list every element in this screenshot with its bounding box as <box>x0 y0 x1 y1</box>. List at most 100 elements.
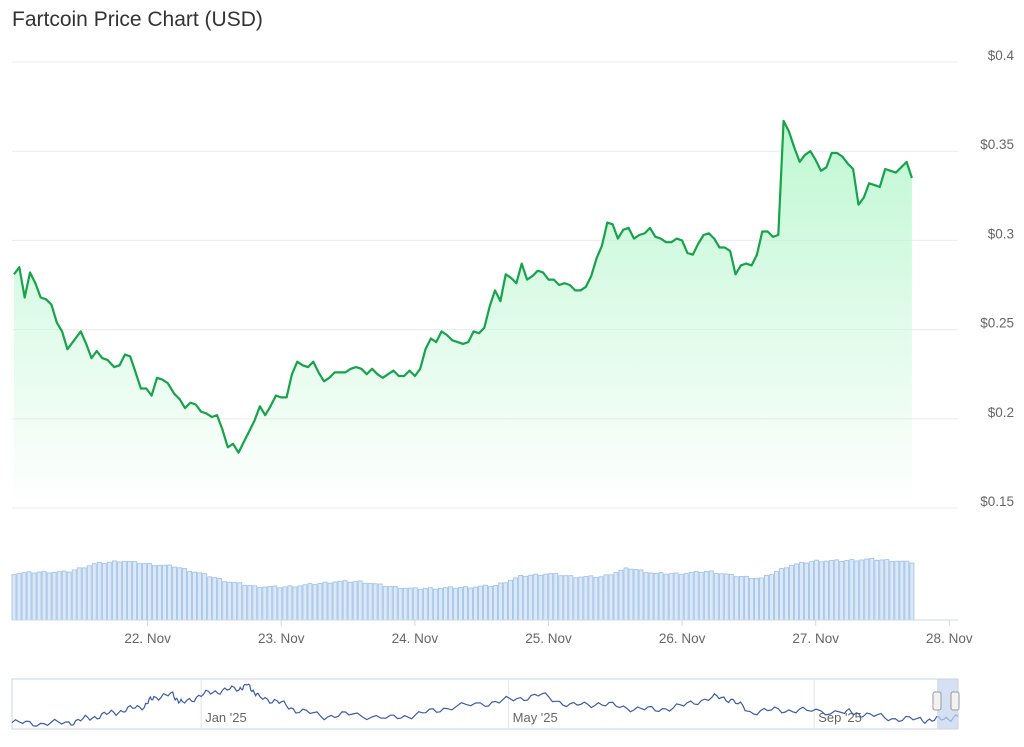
navigator-selection[interactable] <box>937 679 958 729</box>
x-tick-label: 26. Nov <box>659 631 706 646</box>
volume-bar <box>769 574 774 621</box>
volume-bar <box>262 586 268 621</box>
volume-bar <box>819 561 825 621</box>
volume-bar <box>683 573 689 621</box>
volume-bar <box>377 583 383 621</box>
navigator-x-labels: Jan '25 May '25 Sep '25 <box>200 679 862 729</box>
volume-bar <box>86 565 92 621</box>
volume-bar <box>66 571 72 621</box>
volume-bar <box>463 586 468 621</box>
volume-bar <box>759 577 764 621</box>
volume-bar <box>733 576 739 621</box>
navigator-tick-label: May '25 <box>513 710 558 725</box>
volume-bar <box>779 568 784 621</box>
volume-bar <box>613 572 619 621</box>
y-tick-label: $0.25 <box>980 316 1014 331</box>
volume-bar <box>31 572 37 621</box>
volume-bar <box>453 587 458 621</box>
volume-bar <box>678 574 684 621</box>
x-tick-label: 23. Nov <box>258 631 305 646</box>
volume-bar <box>367 583 373 621</box>
volume-bar <box>277 587 283 621</box>
volume-bar <box>448 586 453 621</box>
volume-bar <box>121 561 127 621</box>
volume-bar <box>172 566 177 621</box>
volume-bar <box>197 572 203 621</box>
volume-bar <box>332 581 338 621</box>
volume-bar <box>623 567 629 621</box>
navigator[interactable]: Jan '25 May '25 Sep '25 <box>11 678 960 730</box>
volume-bar <box>347 581 353 621</box>
volume-bar <box>287 585 293 621</box>
y-tick-label: $0.15 <box>980 494 1014 509</box>
navigator-line <box>11 683 959 727</box>
price-area <box>14 120 912 509</box>
y-tick-label: $0.2 <box>988 405 1014 420</box>
volume-bar <box>723 573 729 621</box>
y-tick-label: $0.4 <box>988 48 1015 63</box>
volume-bar <box>327 582 333 621</box>
volume-bar <box>503 582 508 621</box>
volume-bar <box>638 569 644 621</box>
volume-bar <box>483 584 488 621</box>
volume-bar <box>322 581 328 621</box>
volume-bar <box>889 561 895 621</box>
volume-bar <box>628 568 634 621</box>
volume-bar <box>543 573 549 621</box>
volume-bar <box>312 584 318 621</box>
volume-bar <box>608 574 614 621</box>
volume-bar <box>71 569 77 621</box>
volume-bar <box>488 586 493 621</box>
volume-bar <box>297 585 303 621</box>
volume-bar <box>442 587 448 621</box>
volume-bar <box>879 559 885 621</box>
volume-bar <box>854 560 860 621</box>
y-axis-labels: $0.4 $0.35 $0.3 $0.25 $0.2 $0.15 <box>980 48 1014 509</box>
volume-bar <box>538 574 544 621</box>
volume-bar <box>382 586 388 621</box>
chart-title: Fartcoin Price Chart (USD) <box>12 8 263 31</box>
volume-bar <box>11 574 17 621</box>
volume-bars <box>11 557 958 621</box>
volume-bar <box>508 579 514 621</box>
volume-bar <box>754 577 759 621</box>
volume-bar <box>743 575 749 621</box>
volume-bar <box>718 573 724 621</box>
volume-bar <box>869 557 875 621</box>
volume-bar <box>91 563 97 621</box>
volume-bar <box>207 576 213 621</box>
volume-bar <box>703 571 709 621</box>
volume-bar <box>131 561 137 621</box>
volume-bar <box>402 587 408 621</box>
x-tick-label: 22. Nov <box>124 631 171 646</box>
volume-bar <box>844 560 850 621</box>
volume-bar <box>688 572 694 621</box>
volume-bar <box>493 585 498 621</box>
volume-bar <box>182 568 187 621</box>
volume-bar <box>387 586 393 621</box>
volume-bar <box>417 588 423 621</box>
volume-bar <box>764 575 769 621</box>
price-line <box>13 119 913 454</box>
volume-bar <box>267 586 273 621</box>
volume-bar <box>513 577 519 621</box>
navigator-right-handle[interactable] <box>950 691 960 711</box>
volume-bar <box>397 588 403 621</box>
volume-bar <box>884 559 890 621</box>
volume-bar <box>643 572 649 621</box>
volume-bar <box>578 576 584 621</box>
y-tick-label: $0.3 <box>988 226 1014 241</box>
volume-bar <box>247 585 253 621</box>
volume-bar <box>859 559 865 621</box>
navigator-left-handle[interactable] <box>932 691 942 711</box>
volume-bar <box>126 561 132 621</box>
volume-bar <box>232 582 238 621</box>
volume-bar <box>292 586 298 621</box>
volume-bar <box>523 575 529 621</box>
volume-bar <box>824 560 830 621</box>
volume-bar <box>473 586 478 621</box>
volume-bar <box>814 559 819 621</box>
volume-bar <box>162 564 167 621</box>
x-tick-label: 28. Nov <box>926 631 973 646</box>
volume-bar <box>738 576 744 621</box>
